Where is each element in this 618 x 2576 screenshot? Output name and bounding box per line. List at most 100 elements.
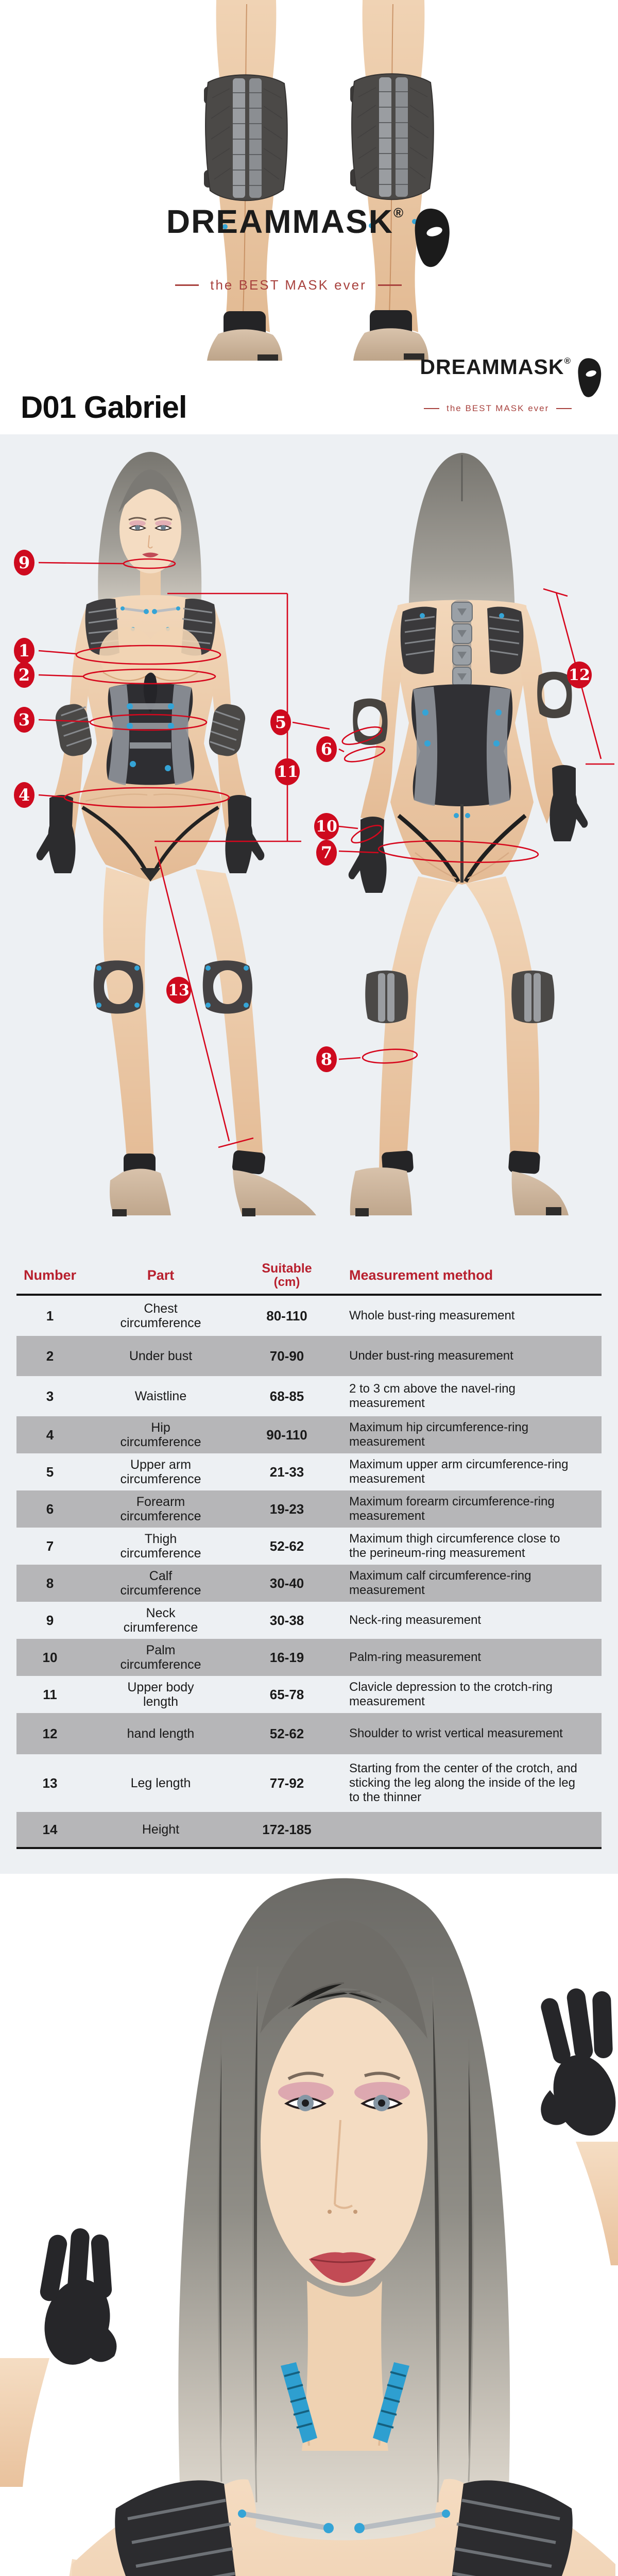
cell-part: Calf circumference bbox=[120, 1568, 201, 1598]
table-row: 13 Leg length 77-92 Starting from the ce… bbox=[16, 1754, 602, 1812]
svg-text:4: 4 bbox=[19, 785, 30, 805]
mask-icon bbox=[578, 358, 602, 397]
cell-suitable: 77-92 bbox=[269, 1775, 304, 1791]
cell-suitable: 16-19 bbox=[269, 1649, 304, 1665]
cell-part: Hip circumference bbox=[120, 1420, 201, 1450]
cell-number: 7 bbox=[46, 1538, 54, 1554]
table-row: 10 Palm circumference 16-19 Palm-ring me… bbox=[16, 1639, 602, 1676]
size-table-header: Number Part Suitable (cm) Measurement me… bbox=[16, 1257, 602, 1294]
registered-mark: ® bbox=[393, 205, 404, 221]
table-row: 5 Upper arm circumference 21-33 Maximum … bbox=[16, 1453, 602, 1490]
heel-boot-right bbox=[353, 328, 428, 361]
figure-front bbox=[36, 452, 316, 1216]
cell-part: Under bust bbox=[129, 1348, 193, 1363]
cell-method: Maximum upper arm circumference-ring mea… bbox=[349, 1458, 569, 1486]
brand-logo: DREAMMASK ® the BEST MASK ever bbox=[0, 205, 618, 293]
brand-name: DREAMMASK bbox=[420, 355, 564, 379]
heel-boot-left bbox=[207, 329, 282, 361]
photo-upper-body: DREAMMASK® the BEST MASK ever bbox=[0, 1874, 618, 2576]
svg-text:10: 10 bbox=[316, 818, 337, 836]
knee-armor-left bbox=[204, 74, 288, 201]
table-body: 1 Chest circumference 80-110 Whole bust-… bbox=[16, 1296, 602, 1847]
table-rule-bottom bbox=[16, 1847, 602, 1849]
cell-number: 2 bbox=[46, 1348, 54, 1364]
table-row: 4 Hip circumference 90-110 Maximum hip c… bbox=[16, 1416, 602, 1453]
cell-suitable: 172-185 bbox=[262, 1821, 312, 1837]
tagline-dash-right bbox=[377, 284, 402, 286]
cell-number: 10 bbox=[42, 1649, 58, 1665]
cell-part: Height bbox=[142, 1822, 180, 1837]
mask-icon bbox=[415, 208, 450, 267]
badge-3: 3 bbox=[14, 707, 35, 733]
page-title: D01 Gabriel bbox=[21, 390, 187, 425]
legs-back-illustration bbox=[204, 0, 434, 361]
cell-part: Neck cirumference bbox=[123, 1605, 198, 1635]
table-row: 14 Height 172-185 bbox=[16, 1812, 602, 1847]
brand-tagline: the BEST MASK ever bbox=[164, 277, 413, 293]
cell-suitable: 52-62 bbox=[269, 1538, 304, 1554]
badge-13: 13 bbox=[166, 977, 191, 1004]
cell-method: Maximum calf circumference-ring measurem… bbox=[349, 1569, 531, 1597]
cell-suitable: 52-62 bbox=[269, 1725, 304, 1741]
cell-number: 13 bbox=[42, 1775, 58, 1791]
badge-10: 10 bbox=[314, 813, 339, 840]
badge-11: 11 bbox=[275, 758, 300, 785]
svg-text:12: 12 bbox=[569, 666, 590, 684]
badge-9: 9 bbox=[14, 550, 35, 575]
cell-suitable: 68-85 bbox=[269, 1388, 304, 1404]
table-row: 12 hand length 52-62 Shoulder to wrist v… bbox=[16, 1713, 602, 1754]
measurement-section: 9 1 2 3 4 13 5 11 6 10 7 8 12 Number Par… bbox=[0, 434, 618, 1874]
badge-6: 6 bbox=[316, 736, 337, 762]
svg-text:6: 6 bbox=[321, 739, 332, 759]
cell-number: 14 bbox=[42, 1821, 58, 1837]
svg-text:3: 3 bbox=[19, 710, 30, 730]
tagline-dash-left bbox=[175, 284, 199, 286]
cell-suitable: 30-38 bbox=[269, 1612, 304, 1628]
measurement-diagram: 9 1 2 3 4 13 5 11 6 10 7 8 12 bbox=[14, 452, 614, 1216]
col-header-part: Part bbox=[147, 1267, 175, 1283]
cell-number: 12 bbox=[42, 1725, 58, 1741]
brand-name: DREAMMASK bbox=[166, 203, 393, 240]
cell-method: Maximum thigh circumference close to the… bbox=[349, 1532, 560, 1560]
cell-part: Upper arm circumference bbox=[120, 1457, 201, 1487]
cell-method: Under bust-ring measurement bbox=[349, 1349, 513, 1363]
size-table: Number Part Suitable (cm) Measurement me… bbox=[16, 1257, 602, 1849]
badge-8: 8 bbox=[316, 1046, 337, 1072]
cell-suitable: 21-33 bbox=[269, 1464, 304, 1480]
cell-part: Waistline bbox=[134, 1388, 187, 1403]
brand-logo-header: DREAMMASK ® the BEST MASK ever bbox=[420, 357, 603, 414]
cell-number: 11 bbox=[43, 1686, 57, 1702]
cell-method: 2 to 3 cm above the navel-ring measureme… bbox=[349, 1382, 516, 1410]
badge-5: 5 bbox=[270, 709, 291, 735]
col-header-method: Measurement method bbox=[349, 1267, 493, 1283]
knee-armor-right bbox=[350, 73, 434, 200]
svg-text:8: 8 bbox=[321, 1049, 332, 1069]
cell-part: Thigh circumference bbox=[120, 1531, 201, 1561]
table-row: 8 Calf circumference 30-40 Maximum calf … bbox=[16, 1565, 602, 1602]
cell-number: 5 bbox=[46, 1464, 54, 1480]
cell-suitable: 19-23 bbox=[269, 1501, 304, 1517]
badge-4: 4 bbox=[14, 782, 35, 808]
diagram-badges: 9 1 2 3 4 13 5 11 6 10 7 8 12 bbox=[14, 550, 592, 1072]
table-row: 3 Waistline 68-85 2 to 3 cm above the na… bbox=[16, 1376, 602, 1416]
cell-method: Palm-ring measurement bbox=[349, 1650, 482, 1665]
cell-part: Forearm circumference bbox=[120, 1494, 201, 1524]
table-row: 9 Neck cirumference 30-38 Neck-ring meas… bbox=[16, 1602, 602, 1639]
table-row: 1 Chest circumference 80-110 Whole bust-… bbox=[16, 1296, 602, 1336]
cell-suitable: 80-110 bbox=[266, 1308, 307, 1324]
cell-number: 6 bbox=[46, 1501, 54, 1517]
measurement-annotations bbox=[38, 558, 614, 1148]
cell-number: 8 bbox=[46, 1575, 54, 1591]
cell-suitable: 90-110 bbox=[266, 1427, 307, 1443]
cell-part: hand length bbox=[127, 1726, 195, 1741]
table-row: 11 Upper body length 65-78 Clavicle depr… bbox=[16, 1676, 602, 1713]
cell-method: Maximum hip circumference-ring measureme… bbox=[349, 1420, 529, 1449]
table-row: 6 Forearm circumference 19-23 Maximum fo… bbox=[16, 1490, 602, 1528]
table-row: 7 Thigh circumference 52-62 Maximum thig… bbox=[16, 1528, 602, 1565]
cell-method: Neck-ring measurement bbox=[349, 1613, 482, 1628]
svg-text:13: 13 bbox=[168, 981, 190, 999]
table-row: 2 Under bust 70-90 Under bust-ring measu… bbox=[16, 1336, 602, 1376]
registered-mark: ® bbox=[564, 356, 571, 366]
cell-part: Leg length bbox=[130, 1775, 191, 1790]
